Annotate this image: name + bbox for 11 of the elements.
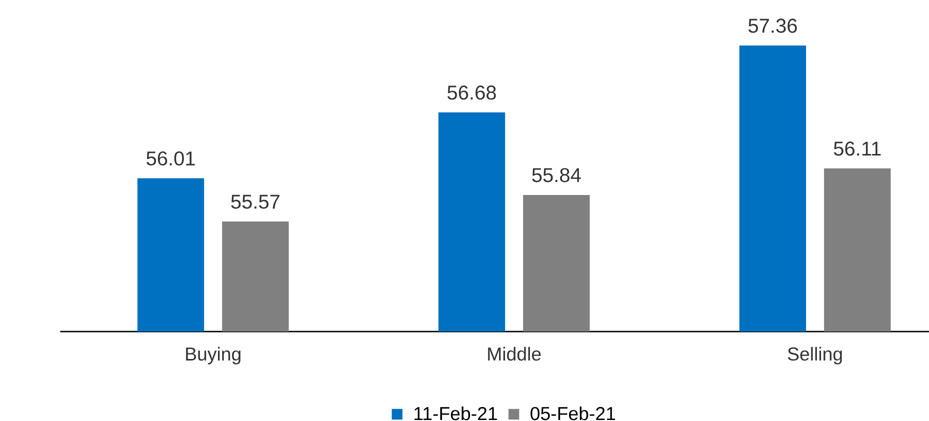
data-label: 56.11 [834, 142, 881, 156]
data-label: 55.84 [532, 168, 581, 182]
legend-label: 05-Feb-21 [530, 406, 616, 420]
data-label: 56.68 [448, 86, 496, 100]
x-tick-label: Middle [488, 346, 541, 361]
x-tick-label: Buying [186, 346, 240, 364]
data-label: 56.01 [146, 151, 195, 166]
data-label: 57.36 [748, 18, 797, 33]
legend-label: 11-Feb-21 [414, 406, 497, 420]
data-label: 55.57 [231, 194, 280, 209]
x-tick-label: Selling [788, 346, 842, 364]
